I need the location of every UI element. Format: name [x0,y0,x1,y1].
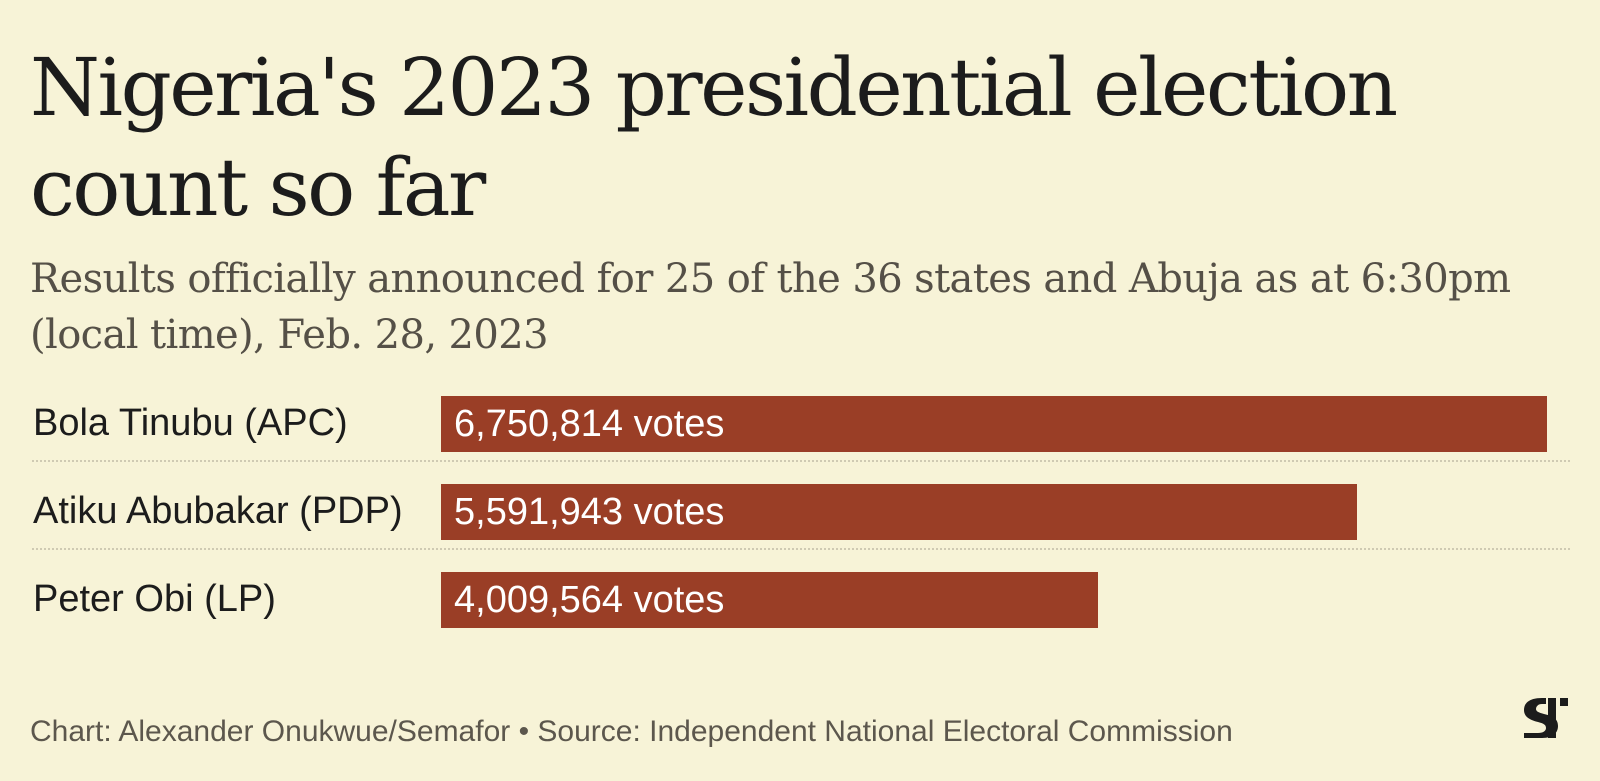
row-divider [32,548,1570,550]
bar-chart: Bola Tinubu (APC) 6,750,814 votes Atiku Ab… [30,393,1570,645]
row-divider [32,460,1570,462]
category-label: Bola Tinubu (APC) [33,402,348,444]
bar-row: Atiku Abubakar (PDP) 5,591,943 votes [30,481,1570,569]
bar-row: Bola Tinubu (APC) 6,750,814 votes [30,393,1570,481]
value-label: 6,750,814 votes [454,403,725,445]
semafor-logo-icon [1524,698,1568,738]
bar: 6,750,814 votes [441,396,1547,452]
chart-credit: Chart: Alexander Onukwue/Semafor • Sourc… [30,715,1233,748]
chart-title: Nigeria's 2023 presidential election cou… [30,41,1398,234]
category-label: Peter Obi (LP) [33,578,276,620]
category-label: Atiku Abubakar (PDP) [33,490,403,532]
bar: 5,591,943 votes [441,484,1357,540]
value-label: 4,009,564 votes [454,579,725,621]
bar: 4,009,564 votes [441,572,1098,628]
chart-subtitle: Results officially announced for 25 of t… [30,256,1511,358]
value-label: 5,591,943 votes [454,491,725,533]
bar-row: Peter Obi (LP) 4,009,564 votes [30,569,1570,657]
